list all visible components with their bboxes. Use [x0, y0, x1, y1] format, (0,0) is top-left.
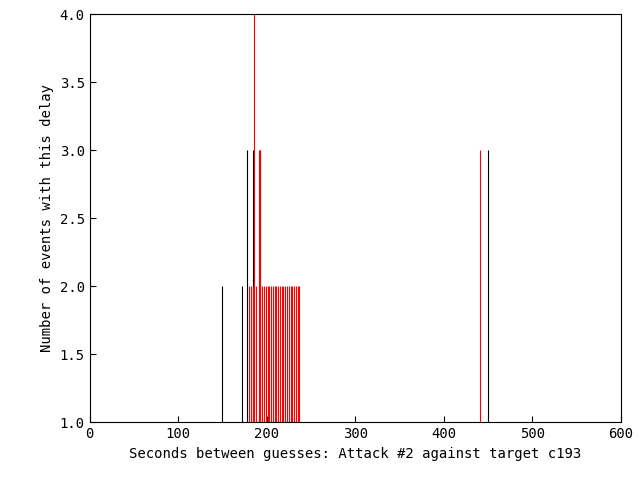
Y-axis label: Number of events with this delay: Number of events with this delay	[40, 84, 54, 352]
X-axis label: Seconds between guesses: Attack #2 against target c193: Seconds between guesses: Attack #2 again…	[129, 447, 581, 461]
